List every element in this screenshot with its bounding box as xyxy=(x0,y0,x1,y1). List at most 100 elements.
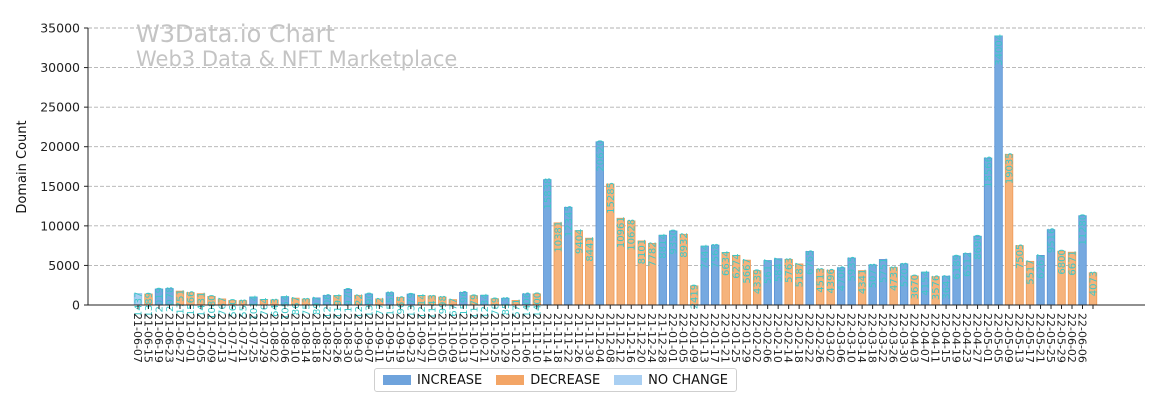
x-tick-label: 21-09-03 xyxy=(351,313,364,363)
bar-value-label: 571 xyxy=(511,298,522,317)
bar-value-label: 1194 xyxy=(333,294,344,319)
bar-value-label: 4154 xyxy=(921,270,932,295)
bar-value-label: 6512 xyxy=(963,251,974,276)
x-tick-label: 21-10-13 xyxy=(456,313,469,363)
bar-value-label: 15285 xyxy=(606,182,617,214)
x-tick-label: 22-02-26 xyxy=(813,313,826,363)
x-tick-label: 22-03-26 xyxy=(887,313,900,363)
x-tick-label: 21-11-10 xyxy=(530,313,543,363)
y-tick-label: 15000 xyxy=(40,179,80,194)
x-tick-label: 22-03-10 xyxy=(845,313,858,363)
bar-value-label: 8441 xyxy=(585,236,596,261)
x-tick-label: 22-01-01 xyxy=(666,313,679,363)
x-tick-label: 22-05-25 xyxy=(1044,313,1057,363)
x-tick-label: 21-06-15 xyxy=(141,313,154,363)
bar-value-label: 1206 xyxy=(322,293,333,318)
bar-value-label: 1143 xyxy=(427,294,438,319)
x-tick-label: 22-03-22 xyxy=(876,313,889,363)
bar-value-label: 1234 xyxy=(480,293,491,318)
x-tick-label: 21-10-21 xyxy=(477,313,490,363)
y-tick-label: 25000 xyxy=(40,100,80,115)
x-tick-label: 21-09-23 xyxy=(404,313,417,363)
x-tick-label: 22-05-09 xyxy=(1002,313,1015,363)
bar-value-label: 18566 xyxy=(984,156,995,188)
x-tick-label: 21-08-26 xyxy=(330,313,343,363)
bar-value-label: 5617 xyxy=(763,259,774,284)
bar-value-label: 1970 xyxy=(343,287,354,312)
x-axis-ticks: 21-06-0721-06-1521-06-1921-06-2321-06-27… xyxy=(131,305,1094,363)
x-tick-label: 22-06-06 xyxy=(1076,313,1089,363)
x-tick-label: 21-12-04 xyxy=(593,313,606,363)
x-tick-label: 21-07-09 xyxy=(204,313,217,363)
x-tick-label: 22-06-02 xyxy=(1065,313,1078,363)
bar-value-label: 6274 xyxy=(732,253,743,278)
x-tick-label: 22-01-09 xyxy=(687,313,700,363)
x-tick-label: 22-01-21 xyxy=(719,313,732,363)
legend-label-no-change: NO CHANGE xyxy=(648,372,729,388)
x-tick-label: 21-11-02 xyxy=(509,313,522,363)
bar-value-label: 7444 xyxy=(700,244,711,269)
bar-value-label: 643 xyxy=(270,298,281,317)
bar-value-label: 853 xyxy=(501,296,512,315)
x-tick-label: 21-07-25 xyxy=(246,313,259,363)
legend-item-no-change[interactable]: NO CHANGE xyxy=(614,373,728,388)
legend-item-decrease[interactable]: DECREASE xyxy=(496,373,600,388)
bar-value-label: 789 xyxy=(490,297,501,316)
x-tick-label: 22-03-06 xyxy=(834,313,847,363)
bar-value-label: 4339 xyxy=(753,269,764,294)
bar-value-label: 5187 xyxy=(795,262,806,287)
legend-swatch-decrease xyxy=(496,375,525,385)
bar-value-label: 9516 xyxy=(1047,228,1058,253)
bar-value-label: 4513 xyxy=(816,267,827,292)
bar-value-label: 2419 xyxy=(690,284,701,309)
bar-value-label: 7782 xyxy=(648,241,659,266)
legend-label-increase: INCREASE xyxy=(417,372,483,388)
x-tick-label: 22-01-29 xyxy=(740,313,753,363)
bar-value-label: 2019 xyxy=(154,287,165,312)
x-tick-label: 22-02-18 xyxy=(792,313,805,363)
x-tick-label: 21-08-18 xyxy=(309,313,322,363)
x-tick-label: 21-12-24 xyxy=(645,313,658,363)
bar-value-label: 6800 xyxy=(1057,249,1068,274)
x-tick-label: 21-11-30 xyxy=(582,313,595,363)
bar-value-label: 8932 xyxy=(679,232,690,257)
legend-swatch-increase xyxy=(383,375,411,385)
x-tick-label: 21-10-01 xyxy=(425,313,438,363)
x-tick-label: 22-04-11 xyxy=(929,313,942,363)
bar-value-label: 10381 xyxy=(553,221,564,253)
bar-value-label: 1437 xyxy=(134,292,145,317)
x-tick-label: 22-04-03 xyxy=(908,313,921,363)
bar-value-label: 19035 xyxy=(1005,152,1016,184)
bar-value-label: 8690 xyxy=(973,234,984,259)
bar-value-label: 11280 xyxy=(1078,214,1089,246)
bar-value-label: 3670 xyxy=(910,274,921,299)
bar-value-label: 1054 xyxy=(280,295,291,320)
bar-value-label: 753 xyxy=(301,297,312,316)
x-tick-label: 22-05-29 xyxy=(1055,313,1068,363)
bar-value-label: 20620 xyxy=(595,140,606,172)
x-tick-label: 21-11-14 xyxy=(540,313,553,363)
x-tick-label: 21-12-12 xyxy=(614,313,627,363)
bar-value-label: 5517 xyxy=(1026,259,1037,284)
bar-value-label: 9404 xyxy=(574,229,585,254)
x-tick-label: 22-02-10 xyxy=(771,313,784,363)
bar-value-label: 560 xyxy=(228,299,239,318)
x-tick-label: 22-05-05 xyxy=(992,313,1005,363)
x-tick-label: 21-08-30 xyxy=(341,313,354,363)
x-tick-label: 21-07-05 xyxy=(194,313,207,363)
x-tick-label: 21-07-13 xyxy=(215,313,228,363)
bar-value-label: 10628 xyxy=(627,219,638,251)
legend-swatch-no-change xyxy=(614,375,643,385)
y-axis-ticks: 0 5000 10000 15000 20000 25000 30000 35000 xyxy=(40,21,88,313)
x-tick-label: 21-09-07 xyxy=(362,313,375,363)
x-tick-label: 21-10-29 xyxy=(498,313,511,363)
x-tick-label: 22-04-19 xyxy=(950,313,963,363)
x-tick-label: 21-12-20 xyxy=(635,313,648,363)
legend-item-increase[interactable]: INCREASE xyxy=(383,373,482,388)
bar-value-label: 5203 xyxy=(900,262,911,287)
x-tick-label: 21-06-27 xyxy=(173,313,186,363)
bar-value-label: 5667 xyxy=(742,258,753,283)
bar-value-label: 3642 xyxy=(942,274,953,299)
bar-22-05-05[interactable] xyxy=(994,35,1003,306)
